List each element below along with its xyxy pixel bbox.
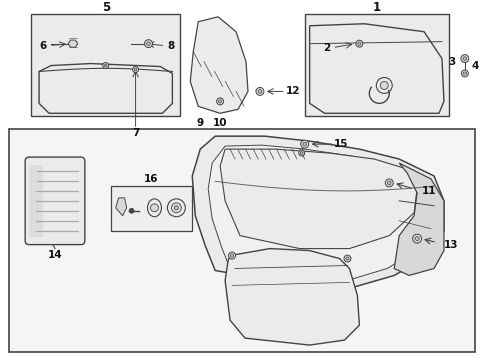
Polygon shape xyxy=(29,165,43,237)
Circle shape xyxy=(104,64,107,67)
Circle shape xyxy=(230,254,234,257)
Circle shape xyxy=(134,68,137,71)
Text: 11: 11 xyxy=(422,186,436,196)
Ellipse shape xyxy=(147,199,161,217)
Circle shape xyxy=(385,179,393,187)
Circle shape xyxy=(376,77,392,93)
Text: 10: 10 xyxy=(213,118,227,128)
Text: 7: 7 xyxy=(132,128,139,138)
Circle shape xyxy=(229,252,236,259)
Bar xyxy=(9,129,475,352)
Circle shape xyxy=(219,100,221,103)
Text: 15: 15 xyxy=(334,139,349,149)
Circle shape xyxy=(300,152,303,154)
Polygon shape xyxy=(190,17,248,113)
Circle shape xyxy=(258,90,262,93)
Circle shape xyxy=(147,42,150,45)
Circle shape xyxy=(174,206,178,210)
Polygon shape xyxy=(394,163,444,275)
Text: 12: 12 xyxy=(286,86,300,96)
Circle shape xyxy=(256,87,264,95)
Polygon shape xyxy=(39,64,172,113)
Circle shape xyxy=(358,42,361,45)
Circle shape xyxy=(462,70,468,77)
Circle shape xyxy=(145,40,152,48)
Text: 8: 8 xyxy=(168,41,175,51)
Circle shape xyxy=(413,234,421,243)
Circle shape xyxy=(172,203,181,213)
Text: 1: 1 xyxy=(373,1,381,14)
Polygon shape xyxy=(310,24,444,113)
Text: 14: 14 xyxy=(48,249,62,260)
Circle shape xyxy=(380,81,388,89)
Polygon shape xyxy=(116,198,126,216)
Circle shape xyxy=(150,204,158,212)
Text: 16: 16 xyxy=(144,174,159,184)
Circle shape xyxy=(133,67,139,72)
Bar xyxy=(111,186,192,231)
Circle shape xyxy=(103,63,109,68)
Circle shape xyxy=(301,140,309,148)
Text: 6: 6 xyxy=(39,41,47,51)
Circle shape xyxy=(299,150,305,156)
Circle shape xyxy=(129,208,134,213)
FancyBboxPatch shape xyxy=(25,157,85,244)
Circle shape xyxy=(356,40,363,47)
Polygon shape xyxy=(208,145,431,280)
Circle shape xyxy=(463,72,466,75)
Circle shape xyxy=(346,257,349,260)
Text: 2: 2 xyxy=(323,42,330,53)
Polygon shape xyxy=(192,136,444,288)
Polygon shape xyxy=(225,249,359,345)
Circle shape xyxy=(388,181,391,185)
Circle shape xyxy=(415,237,419,240)
Circle shape xyxy=(168,199,185,217)
Text: 13: 13 xyxy=(443,240,458,249)
Circle shape xyxy=(463,57,466,60)
Circle shape xyxy=(303,142,306,146)
Text: 9: 9 xyxy=(196,118,204,128)
Bar xyxy=(31,14,180,116)
Text: 3: 3 xyxy=(448,57,456,67)
Bar xyxy=(305,14,449,116)
Polygon shape xyxy=(220,149,417,249)
Text: 5: 5 xyxy=(101,1,110,14)
Polygon shape xyxy=(68,40,78,47)
Circle shape xyxy=(217,98,223,105)
Circle shape xyxy=(344,255,351,262)
Text: 4: 4 xyxy=(471,60,478,71)
Circle shape xyxy=(461,55,469,63)
